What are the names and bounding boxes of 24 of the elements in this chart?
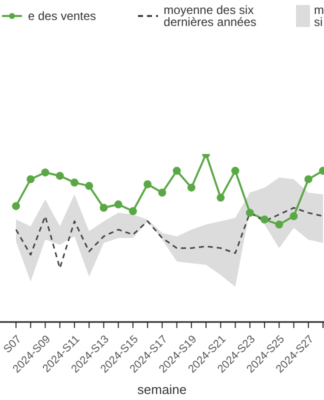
point (216, 194, 225, 202)
legend-label: moyenne des six dernières années (164, 3, 256, 29)
point (114, 200, 122, 208)
point (260, 216, 269, 224)
point (172, 166, 181, 175)
point (85, 182, 94, 190)
point (231, 166, 240, 175)
point (100, 204, 108, 212)
point (26, 175, 35, 184)
point (187, 184, 196, 192)
point (290, 212, 298, 220)
x-axis-title: semaine (137, 382, 187, 397)
legend-label: e des ventes (28, 9, 96, 23)
point (158, 188, 166, 197)
point (144, 180, 152, 188)
point (56, 172, 64, 180)
point (246, 208, 254, 217)
point (70, 178, 78, 187)
point (12, 202, 20, 210)
point (41, 168, 50, 176)
text: m si (314, 3, 324, 29)
point (275, 220, 284, 229)
point (304, 175, 312, 184)
point (128, 207, 137, 216)
